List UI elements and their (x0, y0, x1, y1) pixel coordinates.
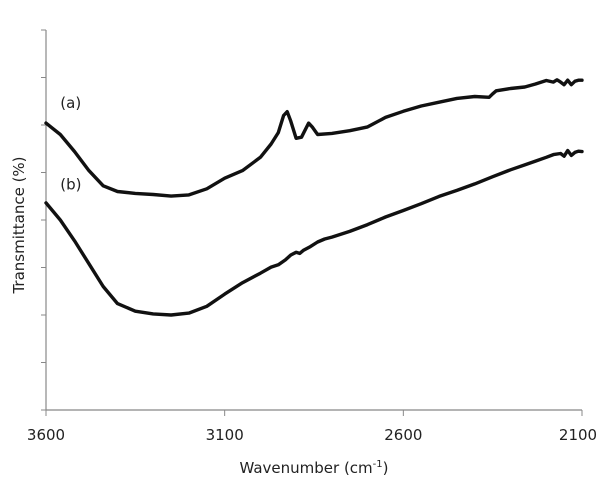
curve-label-a: (a) (60, 94, 81, 112)
series-line-a (44, 78, 584, 198)
series-layer (44, 78, 584, 317)
x-axis-tick-labels: 3600 3100 2600 2100 (27, 426, 597, 444)
curve-label-b: (b) (60, 176, 81, 194)
x-axis-title-close: ) (383, 459, 389, 477)
x-tick-label: 3100 (206, 426, 244, 444)
y-axis-title: Transmittance (%) (10, 156, 28, 294)
series-line-b (44, 148, 584, 317)
curve-labels: (a) (b) (60, 94, 81, 194)
x-tick-label: 3600 (27, 426, 65, 444)
y-axis-ticks (41, 29, 46, 411)
x-tick-label: 2600 (384, 426, 422, 444)
x-axis-title: Wavenumber (cm-1) (239, 459, 388, 477)
x-axis-ticks (45, 410, 583, 416)
x-axis-title-superscript: -1 (373, 459, 383, 470)
x-tick-label: 2100 (559, 426, 597, 444)
